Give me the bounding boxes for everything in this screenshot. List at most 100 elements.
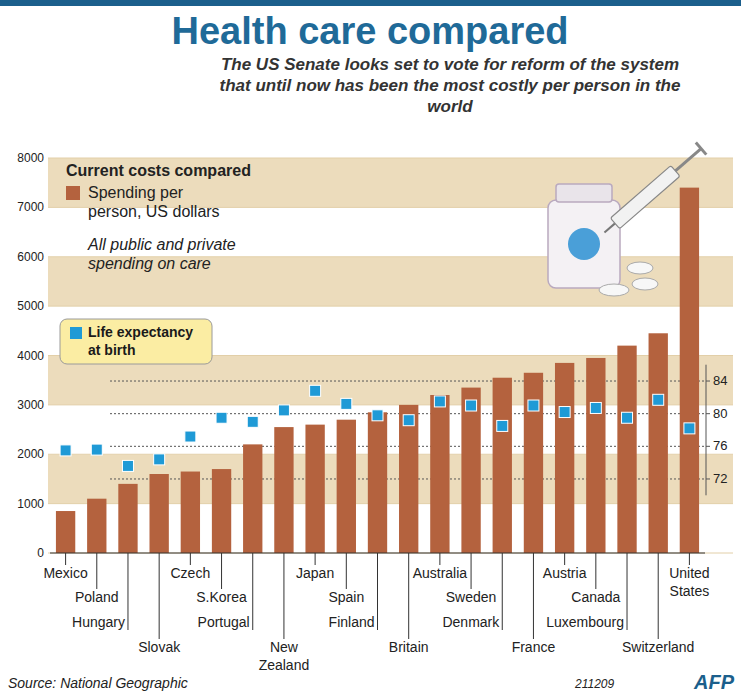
bar [430,395,449,553]
y2-tick [706,446,710,447]
marker [403,415,414,426]
marker [154,454,165,465]
subtitle: The US Senate looks set to vote for refo… [220,55,681,116]
y2-grid-line [110,381,706,382]
bottle-label [568,228,600,260]
y2-tick-label: 80 [713,406,727,421]
bar [461,388,480,553]
text-line: Britain [389,639,429,655]
text-line: person, US dollars [88,203,220,220]
legend: Life expectancy at birth [60,319,212,364]
bar [212,469,231,553]
marker [341,398,352,409]
bar [399,405,418,553]
legend-swatch [66,186,80,200]
marker [91,444,102,455]
text-line: New [270,639,299,655]
marker [622,412,633,423]
leader-line [346,553,347,589]
y2-tick-label: 84 [713,373,727,388]
x-tick-label: Sweden [446,589,497,605]
legend-swatch [70,327,82,339]
syringe-barrel [610,166,680,229]
y-tick-label: 1000 [17,497,44,511]
leader-line [377,553,378,630]
y-tick-label: 4000 [17,349,44,363]
bar [118,484,137,553]
text-line: States [670,583,710,599]
text-line: Denmark [442,614,500,630]
text-line: Australia [413,565,468,581]
bar [337,420,356,553]
x-tick-label: Canada [571,589,620,605]
credit: AFP [693,671,735,693]
text-line: at birth [88,342,135,358]
y2-tick [706,478,710,479]
text-line: Life expectancy [88,324,193,340]
text-line: Switzerland [622,639,694,655]
top-rule [0,0,741,6]
pill [627,262,653,274]
y2-tick [706,413,710,414]
text-line: Poland [75,589,119,605]
syringe-plunger [675,149,701,171]
text-line: France [512,639,556,655]
marks [56,188,699,553]
leader-line [127,553,128,630]
y-tick-label: 3000 [17,398,44,412]
legend-label: Life expectancy at birth [88,324,193,358]
x-tick-label: Czech [171,565,211,581]
leader-line [65,553,66,565]
date-code: 211209 [574,677,614,691]
leader-line [439,553,440,565]
leader-line [627,553,628,630]
x-tick-label: Austria [543,565,587,581]
text-line: United [669,565,709,581]
bar [305,425,324,553]
text-line: Hungary [72,614,125,630]
leader-line [252,553,253,630]
y-tick-label: 5000 [17,299,44,313]
chart: Health care comparedThe US Senate looks … [0,0,741,696]
text-line: world [427,97,473,116]
marker [466,400,477,411]
legend-box [60,319,212,364]
grid-line [48,553,733,554]
x-tick-label: United States [669,565,709,599]
leader-line [96,553,97,589]
marker [122,460,133,471]
leader-line [533,553,534,639]
leader-line [595,553,596,589]
source: Source: National Geographic [8,675,188,691]
leader-line [315,553,316,565]
bar [87,499,106,553]
x-tick-label: Denmark [442,614,500,630]
bottle [548,200,620,288]
marker [590,402,601,413]
marker [684,423,695,434]
text-line: Finland [329,614,375,630]
bar [181,472,200,553]
text-line: Slovak [138,639,181,655]
bar [149,474,168,553]
grid-line [48,158,733,159]
legend-title: Current costs compared [66,162,251,179]
leader-line [471,553,472,589]
annotation: All public and privatespending on care [87,236,236,272]
x-tick-label: France [512,639,556,655]
leader-line [564,553,565,565]
x-tick-label: Spain [328,589,364,605]
text-line: The US Senate looks set to vote for refo… [221,55,679,74]
bar [680,188,699,553]
x-tick-label: S.Korea [196,589,247,605]
bar [274,427,293,553]
marker [216,412,227,423]
bar [524,373,543,553]
grid-line [48,306,733,307]
syringe-needle [604,223,615,232]
bar [649,333,668,553]
leader-line [159,553,160,639]
text-line: Austria [543,565,587,581]
x-tick-label: Luxembourg [546,614,624,630]
marker [278,405,289,416]
